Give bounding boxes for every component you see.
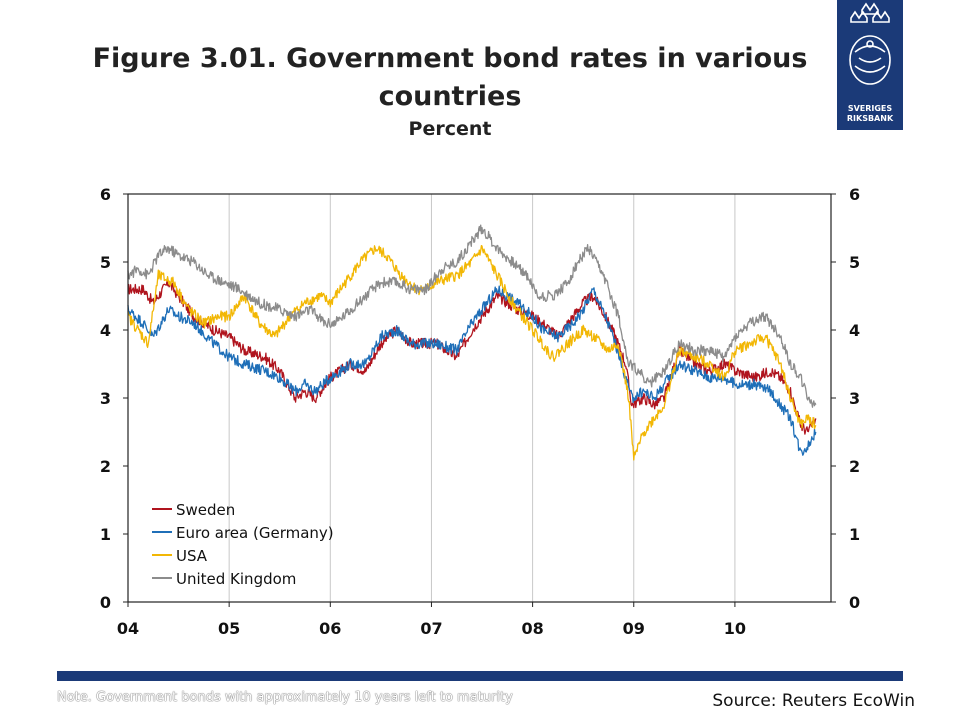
y-tick-label-left: 0	[100, 593, 111, 612]
footnote: Note. Government bonds with approximatel…	[57, 690, 513, 705]
x-tick-label: 08	[521, 619, 543, 638]
chart-subtitle: Percent	[408, 118, 492, 140]
y-tick-label-right: 4	[849, 321, 860, 340]
y-tick-label-right: 2	[849, 457, 860, 476]
x-tick-label: 10	[724, 619, 746, 638]
logo-text-line1: SVERIGES	[847, 104, 893, 113]
series-line-united-kingdom	[127, 224, 817, 408]
series-line-euro-area-germany	[127, 285, 817, 456]
footer-bar	[57, 671, 903, 681]
y-tick-label-right: 6	[849, 185, 860, 204]
y-tick-label-right: 0	[849, 593, 860, 612]
x-tick-label: 06	[319, 619, 341, 638]
y-tick-label-left: 3	[100, 389, 111, 408]
legend-label: Sweden	[176, 501, 235, 519]
x-tick-label: 09	[623, 619, 645, 638]
y-tick-label-right: 5	[849, 253, 860, 272]
x-tick-label: 05	[218, 619, 240, 638]
legend-label: USA	[176, 547, 208, 565]
source-label: Source: Reuters EcoWin	[712, 691, 915, 711]
y-tick-label-left: 5	[100, 253, 111, 272]
y-tick-label-left: 1	[100, 525, 111, 544]
x-tick-label: 07	[420, 619, 442, 638]
y-tick-label-left: 2	[100, 457, 111, 476]
y-tick-label-left: 6	[100, 185, 111, 204]
x-tick-label: 04	[117, 619, 139, 638]
series-line-usa	[127, 244, 817, 461]
riksbank-crest-icon	[849, 2, 891, 85]
chart-title: Figure 3.01. Government bond rates in va…	[92, 43, 808, 112]
y-tick-label-left: 4	[100, 321, 111, 340]
y-tick-label-right: 1	[849, 525, 860, 544]
riksbank-logo: SVERIGES RIKSBANK	[837, 0, 903, 130]
chart-title-block: Figure 3.01. Government bond rates in va…	[60, 40, 840, 140]
legend-label: United Kingdom	[176, 570, 296, 588]
series-line-sweden	[127, 278, 817, 435]
logo-text-line2: RIKSBANK	[846, 114, 894, 123]
legend-label: Euro area (Germany)	[176, 524, 334, 542]
y-tick-label-right: 3	[849, 389, 860, 408]
